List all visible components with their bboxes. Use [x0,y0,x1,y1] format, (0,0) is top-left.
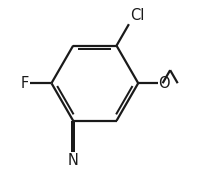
Text: O: O [158,76,170,91]
Text: F: F [21,76,29,91]
Text: N: N [68,153,79,168]
Text: Cl: Cl [130,8,144,23]
